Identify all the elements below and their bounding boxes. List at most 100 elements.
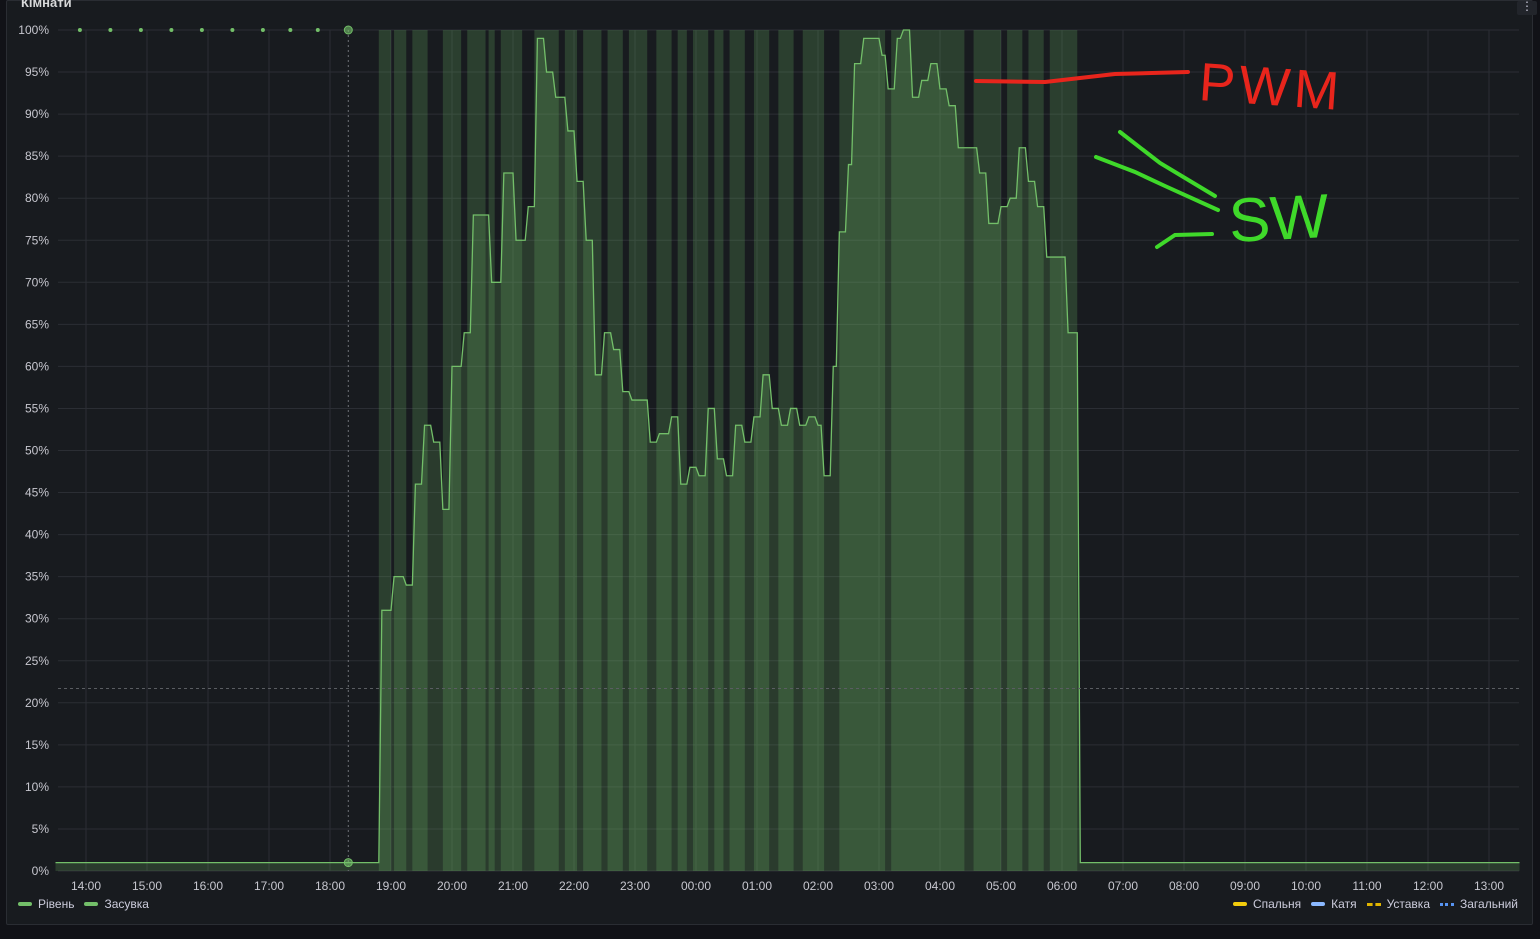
y-tick-label: 10% — [25, 780, 49, 794]
chart-panel: Кімнати ⋮ — [6, 0, 1537, 925]
legend-item-level[interactable]: Рівень — [18, 897, 74, 911]
sw-pointer-stroke-1 — [1094, 155, 1220, 212]
y-tick-label: 5% — [32, 822, 50, 836]
valve-band — [973, 30, 1001, 871]
annotations: PWM SW — [974, 52, 1345, 256]
x-tick-label: 16:00 — [193, 879, 223, 893]
valve-band — [607, 30, 623, 871]
valve-band — [1049, 30, 1078, 871]
y-tick-label: 45% — [25, 486, 49, 500]
dot-at-100 — [138, 28, 143, 32]
valve-band — [412, 30, 428, 871]
valve-band — [656, 30, 672, 871]
legend-swatch-valve — [84, 902, 99, 906]
x-tick-label: 03:00 — [864, 879, 894, 893]
dot-at-100 — [260, 28, 265, 32]
valve-band — [802, 30, 825, 871]
x-tick-label: 09:00 — [1230, 879, 1260, 893]
dot-at-100 — [169, 28, 174, 32]
marker-dot-bottom — [343, 858, 353, 868]
valve-band — [488, 30, 495, 871]
legend-label-spalnia: Спальня — [1252, 897, 1302, 911]
dot-at-100 — [108, 28, 113, 32]
valve-band — [753, 30, 770, 871]
legend-item-valve[interactable]: Засувка — [84, 897, 149, 911]
legend-left: Рівень Засувка — [18, 897, 149, 911]
x-tick-label: 17:00 — [254, 879, 284, 893]
x-tick-label: 10:00 — [1291, 879, 1321, 893]
y-tick-label: 35% — [25, 570, 49, 584]
dot-at-100 — [288, 28, 293, 32]
x-tick-label: 04:00 — [925, 879, 955, 893]
valve-band — [692, 30, 709, 871]
valve-band — [677, 30, 687, 871]
legend-item-zagalnyi[interactable]: Загальний — [1440, 897, 1518, 911]
y-tick-label: 40% — [25, 528, 49, 542]
level-area — [55, 29, 1520, 871]
panel-title: Кімнати — [21, 0, 72, 10]
sw-pointer-stroke-3 — [1155, 232, 1214, 249]
x-tick-label: 18:00 — [315, 879, 345, 893]
y-axis: 0% 5% 10% 15% 20% 25% 30% 35% 40% 45% 50% 55% 60% 65%… — [18, 23, 49, 878]
y-tick-label: 20% — [25, 696, 49, 710]
legend-item-spalnia[interactable]: Спальня — [1232, 897, 1302, 911]
y-tick-label: 0% — [32, 864, 50, 878]
y-tick-label: 85% — [25, 149, 49, 163]
panel-menu-button[interactable]: ⋮ — [1517, 0, 1537, 15]
y-tick-label: 70% — [25, 275, 49, 289]
x-tick-label: 13:00 — [1474, 879, 1504, 893]
x-tick-label: 01:00 — [742, 879, 772, 893]
y-tick-label: 90% — [25, 107, 49, 121]
x-tick-label: 22:00 — [559, 879, 589, 893]
dot-at-100 — [230, 28, 235, 32]
level-line — [55, 29, 1520, 864]
valve-band — [534, 30, 559, 871]
pwm-annotation-label: PWM — [1197, 52, 1345, 122]
y-tick-label: 95% — [25, 65, 49, 79]
valve-bands — [378, 30, 1078, 871]
valve-band — [839, 30, 886, 871]
y-tick-label: 100% — [18, 23, 49, 37]
valve-band — [628, 30, 648, 871]
pwm-pointer-stroke — [974, 70, 1190, 84]
legend-swatch-spalnia — [1232, 902, 1247, 906]
valve-band — [778, 30, 794, 871]
legend-right: Спальня Катя Уставка Загальний — [1232, 897, 1518, 911]
y-tick-label: 30% — [25, 612, 49, 626]
x-axis: 14:00 15:00 16:00 17:00 18:00 19:00 20:00 21:00… — [71, 879, 1504, 893]
chart-grid — [58, 29, 1519, 872]
y-tick-label: 50% — [25, 444, 49, 458]
sw-annotation-label: SW — [1227, 182, 1331, 256]
x-tick-label: 14:00 — [71, 879, 101, 893]
chart-marks — [58, 25, 1519, 871]
x-tick-label: 15:00 — [132, 879, 162, 893]
legend-label-katia: Катя — [1331, 897, 1357, 911]
y-tick-label: 65% — [25, 317, 49, 331]
valve-band — [729, 30, 745, 871]
valve-band — [891, 30, 965, 871]
legend-item-ustavka[interactable]: Уставка — [1366, 897, 1430, 911]
x-tick-label: 02:00 — [803, 879, 833, 893]
dot-at-100 — [199, 28, 204, 32]
x-tick-label: 00:00 — [681, 879, 711, 893]
valve-band — [1007, 30, 1023, 871]
sw-pointer-stroke-2 — [1118, 130, 1217, 198]
legend-swatch-ustavka — [1366, 902, 1381, 906]
x-tick-label: 21:00 — [498, 879, 528, 893]
dot-at-100 — [77, 28, 82, 32]
legend-item-katia[interactable]: Катя — [1311, 897, 1357, 911]
y-tick-label: 55% — [25, 401, 49, 415]
valve-band — [1028, 30, 1044, 871]
y-tick-label: 15% — [25, 738, 49, 752]
legend-label-valve: Засувка — [104, 897, 149, 911]
x-tick-label: 07:00 — [1108, 879, 1138, 893]
valve-band — [394, 30, 407, 871]
x-tick-label: 05:00 — [986, 879, 1016, 893]
x-tick-label: 20:00 — [437, 879, 467, 893]
legend-swatch-zagalnyi — [1440, 902, 1454, 906]
y-tick-label: 80% — [25, 191, 49, 205]
y-tick-label: 60% — [25, 359, 49, 373]
valve-band — [564, 30, 578, 871]
valve-band — [467, 30, 486, 871]
level-area-fill — [55, 30, 1520, 871]
